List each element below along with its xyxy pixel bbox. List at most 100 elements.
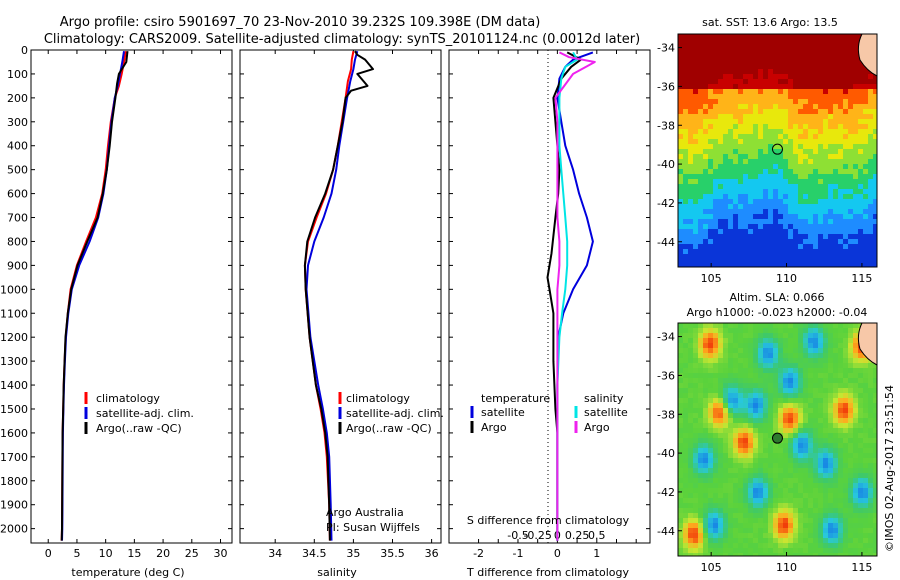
sla-cell	[778, 373, 783, 378]
sla-cell	[763, 468, 768, 473]
sst-cell	[813, 139, 818, 144]
sst-cell	[698, 209, 703, 214]
depth-tick-label: 700	[7, 212, 28, 225]
coastline-shape	[857, 33, 878, 77]
sla-cell	[743, 478, 748, 483]
sst-cell	[738, 169, 743, 174]
sst-cell	[693, 174, 698, 179]
sla-cell	[813, 488, 818, 493]
sla-cell	[713, 378, 718, 383]
sla-cell	[813, 323, 818, 328]
sla-cell	[858, 463, 863, 468]
sst-cell	[713, 204, 718, 209]
sst-cell	[733, 104, 738, 109]
sla-cell	[773, 383, 778, 388]
sst-cell	[818, 179, 823, 184]
sla-cell	[828, 473, 833, 478]
sst-cell	[683, 199, 688, 204]
sla-cell	[848, 453, 853, 458]
sst-cell	[748, 234, 753, 239]
sst-cell	[718, 264, 723, 267]
sst-cell	[783, 54, 788, 59]
sst-cell	[713, 164, 718, 169]
sst-cell	[778, 234, 783, 239]
sla-cell	[808, 533, 813, 538]
sla-cell	[703, 513, 708, 518]
sst-cell	[748, 144, 753, 149]
sst-cell	[723, 219, 728, 224]
sst-cell	[843, 74, 848, 79]
sst-cell	[833, 94, 838, 99]
sst-cell	[808, 64, 813, 69]
sst-cell	[693, 149, 698, 154]
sst-cell	[838, 84, 843, 89]
sla-cell	[823, 403, 828, 408]
sla-cell	[748, 413, 753, 418]
sla-cell	[713, 513, 718, 518]
sla-cell	[858, 418, 863, 423]
sla-cell	[813, 408, 818, 413]
sla-cell	[758, 533, 763, 538]
sst-cell	[843, 264, 848, 267]
sla-cell	[828, 378, 833, 383]
sla-cell	[783, 373, 788, 378]
sla-cell	[743, 368, 748, 373]
sst-cell	[843, 104, 848, 109]
sst-cell	[818, 94, 823, 99]
salinity-difference-tick-label: -0.5	[507, 529, 528, 542]
sla-cell	[838, 418, 843, 423]
sst-cell	[718, 89, 723, 94]
sla-cell	[858, 523, 863, 528]
sla-cell	[773, 548, 778, 553]
sst-cell	[728, 224, 733, 229]
sst-cell	[853, 59, 858, 64]
sla-cell	[783, 393, 788, 398]
sst-cell	[718, 99, 723, 104]
sla-cell	[813, 348, 818, 353]
sla-cell	[698, 378, 703, 383]
sla-cell	[758, 428, 763, 433]
sla-cell	[718, 403, 723, 408]
sla-cell	[688, 483, 693, 488]
sst-cell	[768, 119, 773, 124]
sst-cell	[813, 259, 818, 264]
sst-cell	[778, 64, 783, 69]
sla-cell	[868, 378, 873, 383]
sla-cell	[773, 488, 778, 493]
sst-cell	[733, 219, 738, 224]
sst-cell	[738, 239, 743, 244]
sla-cell	[813, 438, 818, 443]
sla-cell	[873, 413, 877, 418]
sla-cell	[733, 548, 738, 553]
sla-cell	[793, 413, 798, 418]
sst-cell	[853, 224, 858, 229]
sla-cell	[793, 393, 798, 398]
sst-cell	[858, 174, 863, 179]
sla-cell	[703, 408, 708, 413]
sst-cell	[853, 184, 858, 189]
sla-cell	[713, 498, 718, 503]
sst-cell	[813, 169, 818, 174]
sst-cell	[758, 79, 763, 84]
sst-cell	[748, 179, 753, 184]
sst-cell	[843, 259, 848, 264]
sst-cell	[778, 174, 783, 179]
sst-cell	[803, 74, 808, 79]
sst-cell	[713, 249, 718, 254]
sla-cell	[758, 378, 763, 383]
sst-cell	[838, 129, 843, 134]
sla-cell	[718, 503, 723, 508]
sst-cell	[693, 144, 698, 149]
sst-cell	[688, 94, 693, 99]
sla-cell	[873, 403, 877, 408]
sla-cell	[718, 498, 723, 503]
sla-cell	[698, 373, 703, 378]
sst-cell	[728, 144, 733, 149]
sla-cell	[828, 488, 833, 493]
sla-cell	[843, 333, 848, 338]
sst-cell	[738, 59, 743, 64]
sla-cell	[708, 483, 713, 488]
sst-cell	[758, 229, 763, 234]
sst-cell	[868, 119, 873, 124]
sst-cell	[773, 64, 778, 69]
